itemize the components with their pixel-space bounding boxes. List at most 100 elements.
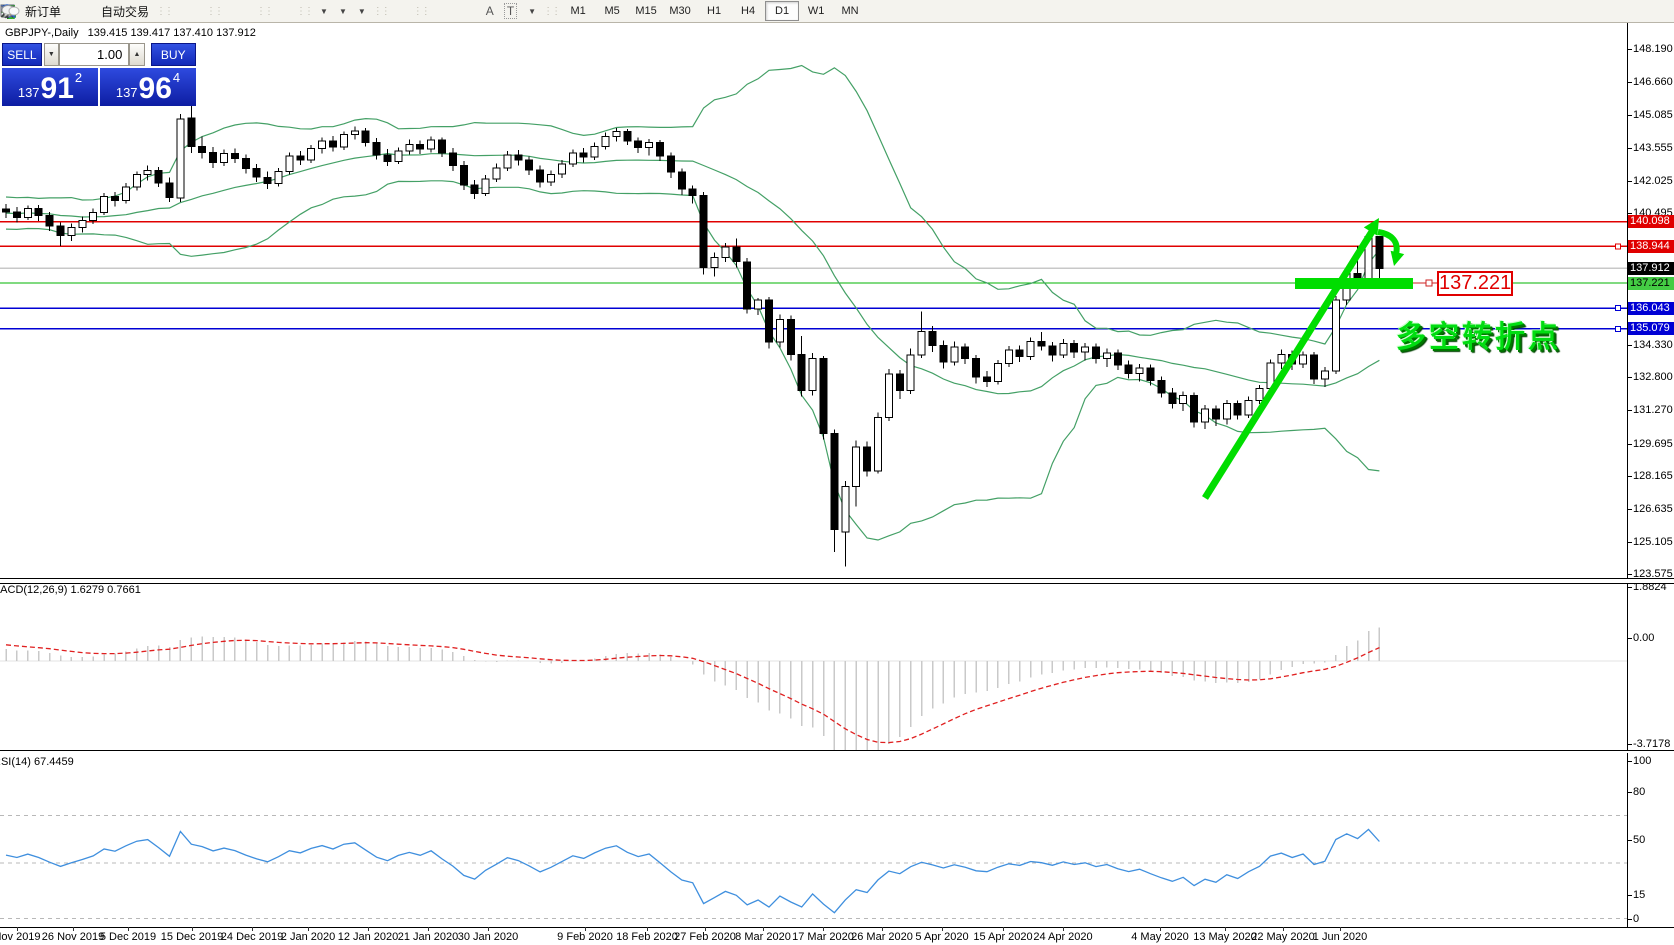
tab-timeframe-W1[interactable]: W1 (807, 5, 825, 17)
trendline-tool-button[interactable] (1, 0, 461, 22)
zoom-in-button[interactable] (1, 0, 234, 22)
time-tick-mark (942, 927, 943, 931)
tab-timeframe-M1[interactable]: M1 (570, 5, 586, 17)
price-tick-label: 125.105 (1633, 536, 1673, 548)
tab-timeframe-D1[interactable]: D1 (765, 1, 800, 21)
cn-annotation-text[interactable]: 多空转折点 (1396, 321, 1561, 354)
indicators-button[interactable]: ▼ (0, 0, 333, 22)
terminal-button[interactable] (0, 0, 86, 22)
macd-plot[interactable] (0, 582, 1674, 752)
sell-button[interactable]: SELL (2, 43, 42, 66)
time-tick-label[interactable]: 5 Apr 2020 (915, 931, 969, 943)
periods-button[interactable]: ▼ (1, 0, 352, 22)
candle (1299, 354, 1308, 365)
time-tick-label[interactable]: 12 Jan 2020 (337, 931, 399, 943)
rsi-plot[interactable] (0, 753, 1674, 927)
arrows-tool-button[interactable]: ▼ (2, 0, 541, 22)
candle (361, 130, 370, 144)
candle (329, 140, 337, 148)
auto-trading-button[interactable]: 自动交易 (1, 0, 154, 22)
tab-timeframe-M5[interactable]: M5 (604, 5, 620, 17)
candle (786, 318, 795, 355)
time-tick-label[interactable]: 4 May 2020 (1131, 931, 1189, 943)
tile-windows-button[interactable] (1, 0, 254, 22)
time-tick-label[interactable]: 8 Mar 2020 (735, 931, 791, 943)
candle (743, 261, 752, 310)
candle (143, 169, 152, 176)
candle (961, 346, 970, 360)
vline-tool-button[interactable] (4, 0, 441, 22)
label-tool-button[interactable]: T (499, 0, 522, 22)
candle (165, 182, 174, 199)
time-tick-label[interactable]: 22 May 2020 (1251, 931, 1315, 943)
ask-quote-panel[interactable]: 137 96 4 (100, 68, 196, 106)
signal-button[interactable] (2, 0, 96, 22)
buy-button[interactable]: BUY (150, 43, 196, 66)
bar-chart-button[interactable] (1, 0, 184, 22)
candle (557, 163, 566, 175)
time-tick-label[interactable]: 15 Dec 2019 (160, 931, 224, 943)
candle (1320, 370, 1329, 380)
candle (721, 246, 730, 259)
channel-tool-button[interactable]: E (0, 0, 471, 22)
candle (917, 331, 926, 356)
time-tick-label[interactable]: 1 Jun 2020 (1312, 931, 1368, 943)
time-tick-label[interactable]: 5 Dec 2019 (99, 931, 157, 943)
crosshair-tool-button[interactable] (1, 0, 411, 22)
time-tick-label[interactable]: 2 Jan 2020 (280, 931, 336, 943)
time-tick-label[interactable]: 21 Jan 2020 (397, 931, 459, 943)
line-chart-button[interactable] (0, 0, 204, 22)
auto-scroll-button[interactable] (1, 0, 284, 22)
time-tick-label[interactable]: 26 Nov 2019 (41, 931, 105, 943)
candle (765, 299, 773, 343)
tab-timeframe-H4[interactable]: H4 (741, 5, 756, 17)
candle (220, 152, 228, 163)
time-tick-label[interactable]: 24 Dec 2019 (220, 931, 284, 943)
ask-pips: 96 (138, 72, 172, 105)
time-tick-label[interactable]: 13 May 2020 (1193, 931, 1257, 943)
time-tick-label[interactable]: 30 Jan 2020 (457, 931, 519, 943)
tab-timeframe-H1[interactable]: H1 (707, 5, 722, 17)
search-button[interactable] (1, 0, 1658, 22)
time-tick-label[interactable]: 15 Apr 2020 (973, 931, 1033, 943)
volume-input[interactable]: 1.00 (59, 43, 130, 66)
chart-shift-button[interactable] (3, 0, 294, 22)
chat-button[interactable] (1, 0, 1668, 22)
time-tick-mark (17, 927, 18, 931)
panel-separator[interactable] (0, 750, 1674, 753)
text-tool-button[interactable]: A (481, 0, 499, 22)
tab-timeframe-M15[interactable]: M15 (635, 5, 657, 17)
fibonacci-tool-button[interactable]: F (1, 0, 481, 22)
candle (45, 215, 54, 227)
time-tick-label[interactable]: Nov 2019 (0, 931, 41, 943)
price-chart-plot[interactable] (0, 23, 1674, 578)
time-tick-label[interactable]: 17 Mar 2020 (792, 931, 854, 943)
hline-tool-button[interactable] (1, 0, 451, 22)
zoom-out-button[interactable] (1, 0, 244, 22)
support-price-callout[interactable]: 137.221 (1437, 271, 1513, 296)
candle-chart-button[interactable] (1, 0, 194, 22)
ask-pip-fraction: 4 (172, 70, 181, 85)
rsi-tick-label: 0 (1633, 913, 1640, 925)
templates-button[interactable]: ▼ (0, 0, 371, 22)
time-tick-label[interactable]: 18 Feb 2020 (616, 931, 678, 943)
candle (993, 363, 1002, 382)
volume-decrease-button[interactable]: ▼ (43, 43, 59, 66)
new-order-button[interactable]: 新订单 (1, 0, 66, 22)
cursor-tool-button[interactable] (3, 0, 401, 22)
gold-button[interactable] (0, 0, 76, 22)
tab-timeframe-MN[interactable]: MN (841, 5, 859, 17)
time-tick-label[interactable]: 27 Feb 2020 (674, 931, 736, 943)
time-tick-label[interactable]: 26 Mar 2020 (851, 931, 913, 943)
time-tick-label[interactable]: 9 Feb 2020 (557, 931, 613, 943)
time-tick-label[interactable]: 24 Apr 2020 (1033, 931, 1093, 943)
candle (263, 176, 272, 185)
panel-separator[interactable] (0, 578, 1674, 584)
time-tick-mark (252, 927, 253, 931)
bid-quote-panel[interactable]: 137 91 2 (2, 68, 98, 106)
volume-increase-button[interactable]: ▲ (129, 43, 145, 66)
tab-timeframe-M30[interactable]: M30 (669, 5, 691, 17)
candle (121, 186, 130, 201)
price-tick-mark (1627, 82, 1632, 83)
time-tick-mark (73, 927, 74, 931)
